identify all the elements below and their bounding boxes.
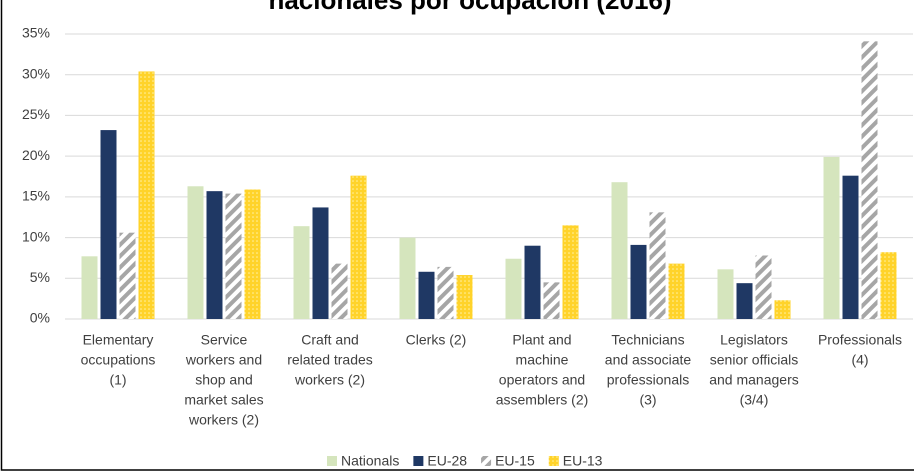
legend-label: EU-15 <box>495 453 535 469</box>
x-tick-label: (1) <box>109 372 126 388</box>
x-tick-label: Clerks (2) <box>406 332 467 348</box>
x-tick-label: and managers <box>709 372 799 388</box>
bar <box>524 245 541 319</box>
y-tick-label: 0% <box>30 310 50 326</box>
legend-swatch <box>327 456 337 466</box>
bar <box>81 256 98 319</box>
bar <box>138 71 155 319</box>
bar <box>611 182 628 319</box>
bar <box>562 225 579 319</box>
x-tick-label: market sales <box>184 392 263 408</box>
bar <box>668 263 685 319</box>
legend-swatch <box>548 456 559 466</box>
bar <box>437 266 454 319</box>
x-tick-label: workers and <box>185 352 262 368</box>
legend-swatch <box>481 456 492 466</box>
x-tick-label: Elementary <box>83 332 154 348</box>
bar <box>100 130 117 319</box>
bar <box>244 189 261 319</box>
x-tick-label: and associate <box>605 352 692 368</box>
bar <box>755 255 772 319</box>
x-tick-label: (3) <box>639 392 656 408</box>
legend-label: EU-13 <box>563 453 603 469</box>
x-tick-label: related trades <box>287 352 373 368</box>
y-tick-label: 10% <box>22 228 50 244</box>
x-tick-label: workers (2) <box>294 372 365 388</box>
bar <box>505 258 522 319</box>
bar <box>206 191 223 319</box>
y-tick-label: 5% <box>30 269 50 285</box>
bar <box>225 193 242 319</box>
x-tick-label: professionals <box>607 372 690 388</box>
x-tick-label: (3/4) <box>740 392 769 408</box>
bar <box>293 226 310 319</box>
bar <box>736 283 753 319</box>
bar <box>717 269 734 319</box>
bar <box>312 207 329 319</box>
x-tick-label: (4) <box>851 352 868 368</box>
x-tick-label: senior officials <box>710 352 798 368</box>
bar <box>456 275 473 319</box>
y-tick-label: 15% <box>22 188 50 204</box>
x-tick-label: Professionals <box>818 332 902 348</box>
x-tick-label: operators and <box>499 372 585 388</box>
legend: Nationals EU-28 EU-15 EU-13 <box>327 453 603 469</box>
bar <box>119 232 136 319</box>
legend-label: Nationals <box>341 453 399 469</box>
x-tick-label: machine <box>516 352 569 368</box>
bar <box>543 282 560 319</box>
x-tick-label: shop and <box>195 372 253 388</box>
x-tick-label: Legislators <box>720 332 788 348</box>
bar <box>418 271 435 319</box>
bar <box>649 212 666 319</box>
x-tick-label: Technicians <box>611 332 684 348</box>
bar <box>630 244 647 319</box>
bar <box>774 300 791 319</box>
bar <box>331 263 348 319</box>
y-tick-label: 35% <box>22 25 50 41</box>
y-tick-label: 20% <box>22 147 50 163</box>
bar <box>399 237 416 319</box>
legend-label: EU-28 <box>427 453 467 469</box>
chart-title: nacionales por ocupación (2016) <box>268 0 671 15</box>
bar <box>350 175 367 319</box>
x-tick-label: Service <box>201 332 248 348</box>
x-tick-label: workers (2) <box>188 412 259 428</box>
bar <box>880 252 897 319</box>
x-tick-label: occupations <box>81 352 156 368</box>
x-tick-label: Craft and <box>301 332 359 348</box>
bar <box>861 41 878 319</box>
x-tick-label: assemblers (2) <box>496 392 589 408</box>
x-tick-label: Plant and <box>512 332 571 348</box>
y-tick-label: 25% <box>22 106 50 122</box>
bar <box>823 156 840 319</box>
bar <box>187 186 204 319</box>
bar <box>842 175 859 319</box>
y-tick-label: 30% <box>22 65 50 81</box>
legend-swatch <box>413 456 424 466</box>
